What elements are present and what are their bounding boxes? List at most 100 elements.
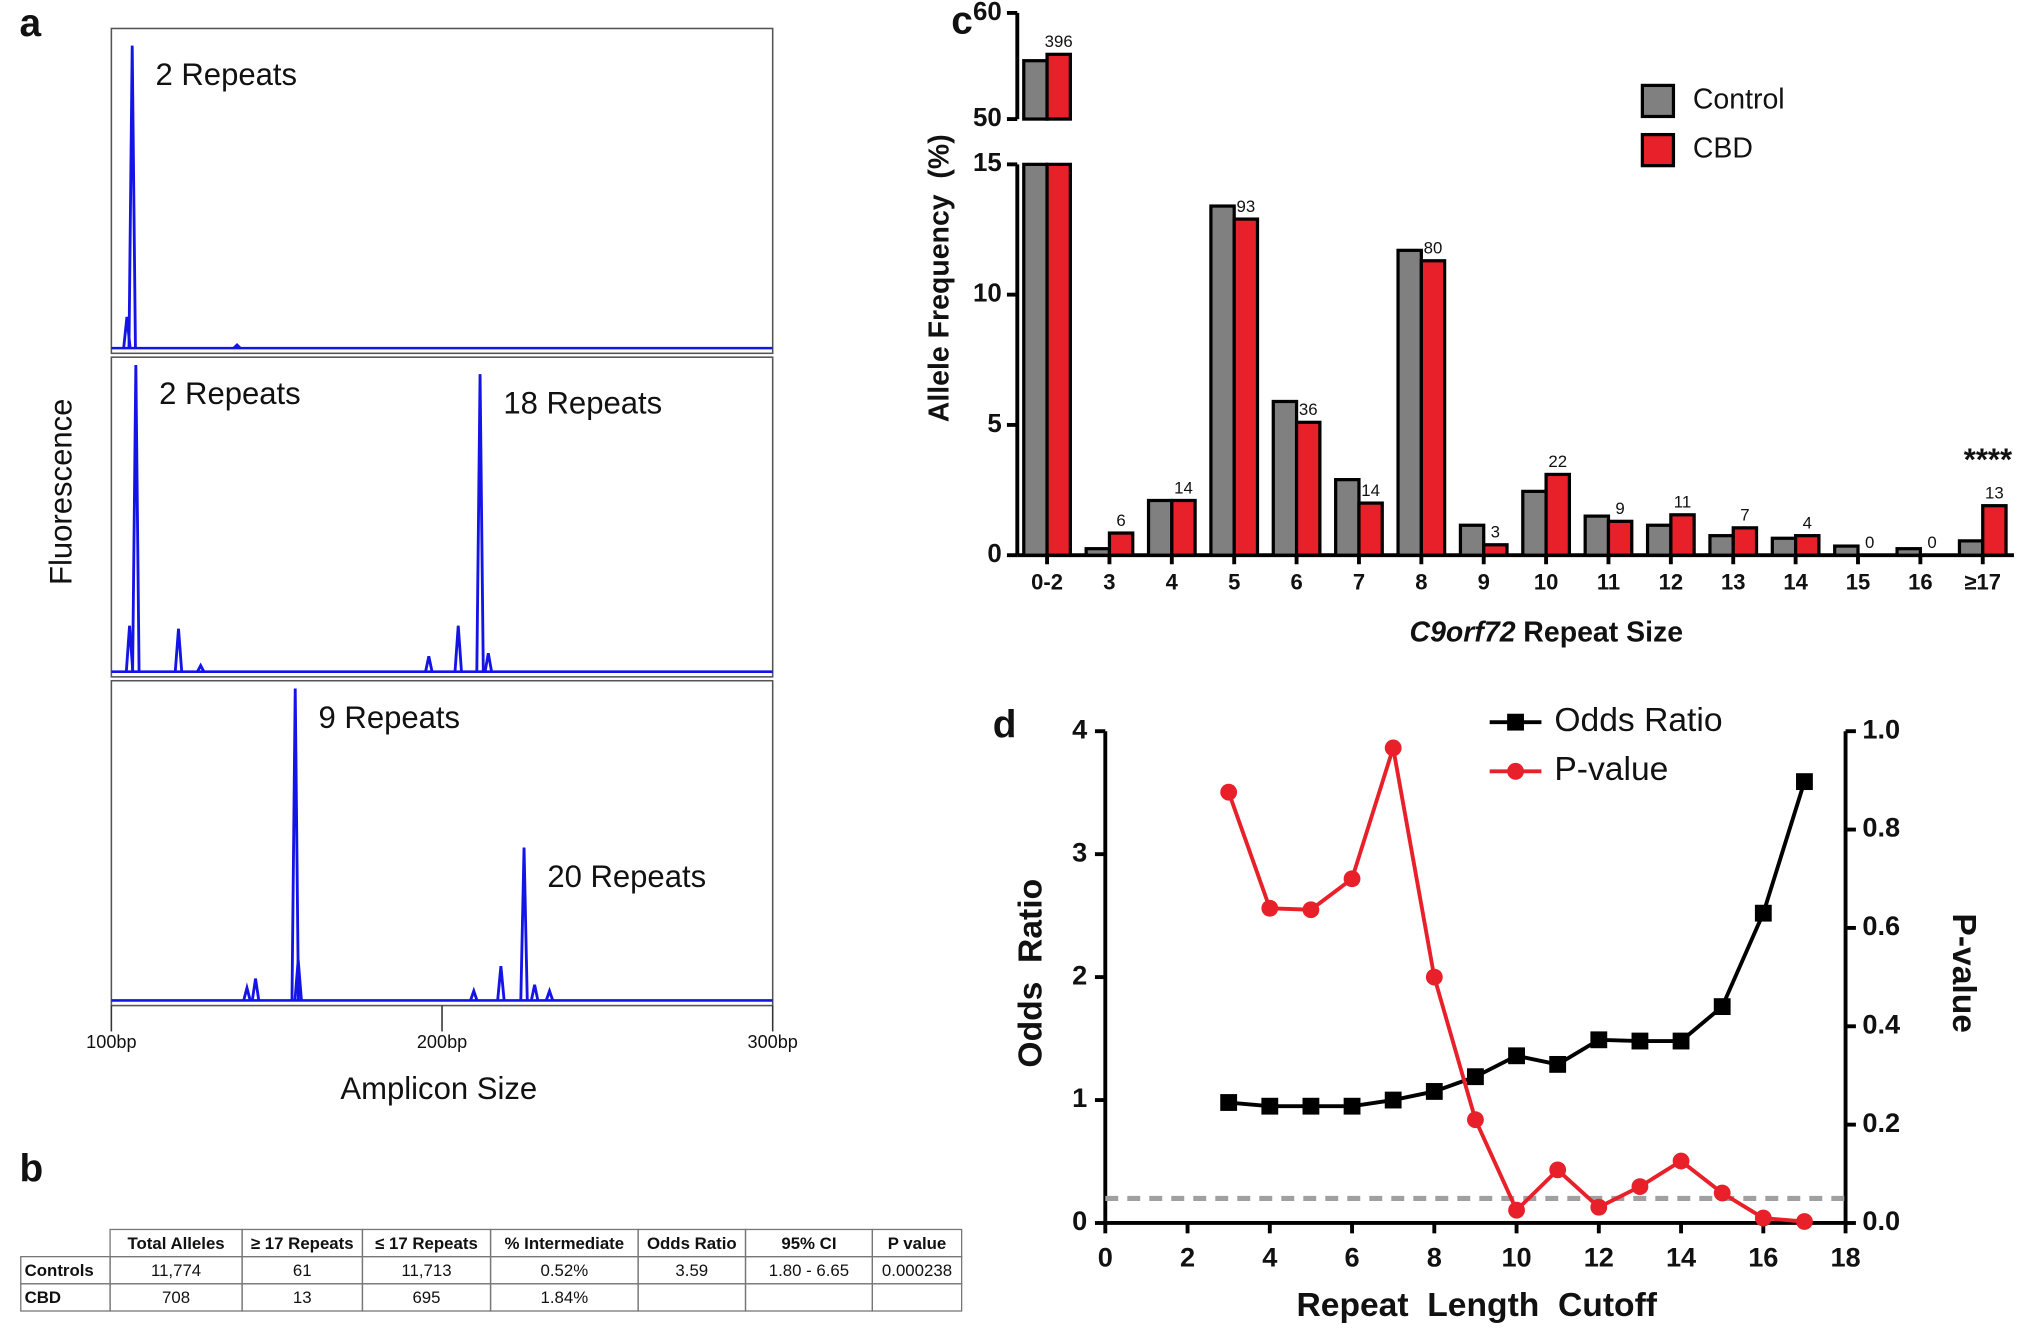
y-tick-label: 0 (1072, 1205, 1087, 1236)
peak-label: 2 Repeats (155, 57, 297, 92)
x-tick-label: 200bp (417, 1032, 467, 1052)
count-label: 93 (1236, 197, 1255, 216)
bar (1084, 547, 1112, 557)
bar-upper (1022, 59, 1049, 121)
bar (1146, 498, 1174, 557)
x-tick-label: 14 (1783, 569, 1808, 594)
x-tick-label: 6 (1344, 1241, 1359, 1272)
marker (1261, 899, 1279, 917)
x-tick-label: 15 (1846, 569, 1870, 594)
bar (1022, 162, 1049, 557)
table-header: ≥ 17 Repeats (251, 1234, 354, 1253)
marker (1672, 1152, 1690, 1170)
y-tick-label: 15 (973, 149, 1002, 177)
y-tick-label: 10 (973, 279, 1002, 307)
x-tick-label: 10 (1534, 569, 1558, 594)
y-tick-label: 5 (987, 410, 1001, 438)
marker (1220, 1094, 1238, 1111)
legend-swatch (1640, 132, 1676, 168)
legend-marker (1507, 762, 1524, 780)
peak-label: 18 Repeats (503, 385, 662, 420)
peak (453, 625, 463, 672)
x-tick-label: 8 (1427, 1241, 1442, 1272)
table-header: ≤ 17 Repeats (375, 1234, 478, 1253)
peak (469, 986, 479, 1001)
table-cell-text: 708 (162, 1288, 190, 1307)
marker (1425, 1083, 1443, 1100)
marker (1796, 1213, 1813, 1230)
bar (1521, 489, 1548, 557)
count-label: 3 (1491, 523, 1500, 542)
marker (1220, 783, 1238, 801)
count-label: 14 (1174, 478, 1193, 497)
table-cell-text: 0.000238 (882, 1261, 952, 1280)
x-tick-label: 12 (1584, 1241, 1614, 1272)
count-label: 13 (1985, 483, 2004, 502)
x-tick-label: 4 (1166, 569, 1179, 594)
bar (1669, 513, 1696, 557)
table-header: % Intermediate (505, 1234, 625, 1253)
marker (1549, 1055, 1567, 1073)
y-tick-label: 2 (1072, 959, 1087, 990)
marker (1796, 773, 1813, 791)
table-header: P value (888, 1234, 947, 1253)
y-tick-label: 0 (987, 540, 1001, 568)
panel-letter: c (951, 0, 973, 43)
y-tick-label: 4 (1072, 713, 1087, 744)
x-tick-label: 18 (1830, 1241, 1860, 1272)
bar (1770, 536, 1798, 557)
panel-letter: b (19, 1147, 43, 1190)
bar (1419, 259, 1447, 557)
count-label: 11 (1674, 493, 1691, 512)
y-tick-label: 50 (973, 104, 1002, 132)
series-line (1226, 747, 1805, 1224)
bar (1583, 514, 1611, 557)
table-cell-text: 1.84% (540, 1288, 588, 1307)
y2-axis-label: P-value (1945, 913, 1982, 1033)
count-label: 0 (1927, 533, 1936, 552)
bar (1045, 162, 1072, 557)
x-tick-label: 3 (1103, 569, 1115, 594)
x-tick-label: 300bp (748, 1032, 798, 1052)
bar (1357, 501, 1384, 557)
bar (1334, 478, 1361, 557)
marker (1343, 1097, 1361, 1115)
count-label: 36 (1299, 400, 1318, 419)
bar (1544, 472, 1572, 557)
marker (1508, 1047, 1525, 1065)
peak (242, 982, 252, 1001)
peak (173, 628, 184, 672)
x-axis-label-italic: C9orf72 (1410, 617, 1516, 649)
significance: **** (1964, 442, 2013, 477)
marker (1425, 968, 1443, 986)
bar (1731, 526, 1759, 557)
x-tick-label: 14 (1666, 1241, 1696, 1272)
peak (483, 653, 493, 672)
y2-tick-label: 0.6 (1862, 910, 1900, 941)
peak-label: 9 Repeats (319, 700, 461, 735)
y2-tick-label: 0.0 (1862, 1205, 1900, 1236)
peak (232, 343, 242, 350)
y2-tick-label: 1.0 (1862, 713, 1900, 744)
marker (1713, 1184, 1731, 1202)
marker (1713, 998, 1731, 1016)
count-label: 9 (1615, 499, 1624, 518)
bar (1482, 543, 1509, 557)
y-axis-label: Odds Ratio (1013, 879, 1050, 1068)
marker (1384, 1091, 1402, 1109)
peak (293, 959, 303, 1001)
trace-frame (110, 27, 774, 355)
x-tick-label: 6 (1290, 569, 1302, 594)
bar (1957, 539, 1985, 557)
marker (1754, 904, 1772, 922)
peak (519, 847, 529, 1001)
bar (1793, 534, 1821, 557)
table-cell-text: 13 (293, 1288, 312, 1307)
marker (1343, 870, 1361, 888)
table-cell (744, 1283, 873, 1312)
peak (196, 662, 206, 673)
peak (475, 374, 485, 672)
table-header: Total Alleles (127, 1234, 224, 1253)
bar (1708, 534, 1735, 557)
y-tick-label: 1 (1072, 1082, 1087, 1113)
